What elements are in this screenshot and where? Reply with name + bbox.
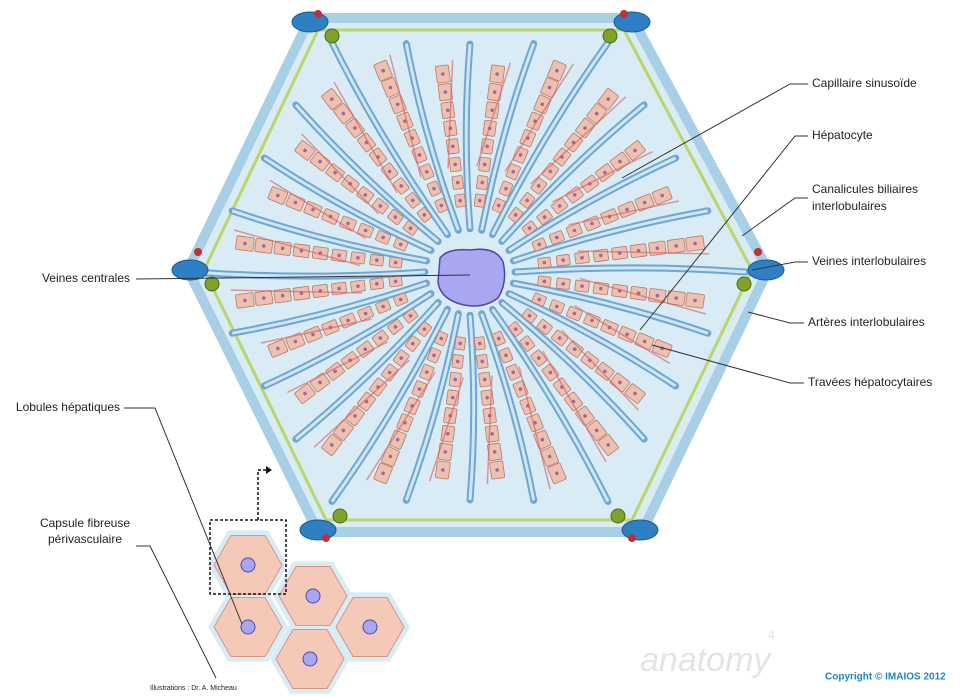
- hepatocyte: [474, 194, 485, 208]
- hepatocyte: [454, 337, 465, 351]
- hepatocyte: [449, 372, 462, 387]
- small-central-vein: [303, 652, 317, 666]
- page: {"labels": { "capillaire_sinusoide": "Ca…: [0, 0, 979, 696]
- label: Lobules hépatiques: [16, 400, 120, 414]
- hepatocyte: [575, 280, 590, 293]
- hepatocyte: [255, 290, 274, 305]
- diagram: Illustrations : Dr. A. Micheau anatomy 4…: [0, 0, 979, 696]
- brand-version: 4: [768, 628, 775, 642]
- credit: Illustrations : Dr. A. Micheau: [150, 685, 237, 692]
- hepatocyte: [441, 102, 455, 119]
- hepatocyte: [370, 278, 384, 290]
- bile-duct: [737, 277, 751, 291]
- copyright: Copyright © IMAIOS 2012: [825, 672, 946, 683]
- bile-duct: [205, 277, 219, 291]
- artery: [620, 10, 628, 18]
- portal-vein: [292, 12, 328, 32]
- hepatocyte: [389, 257, 403, 268]
- label: Veines centrales: [42, 271, 130, 285]
- hepatocyte: [490, 65, 505, 84]
- hepatocyte: [438, 443, 453, 461]
- hepatocyte: [476, 354, 488, 368]
- hepatocyte: [370, 254, 384, 266]
- hepatocyte: [235, 293, 254, 309]
- label: Veines interlobulaires: [812, 254, 926, 268]
- brand-watermark: anatomy: [640, 641, 772, 679]
- hepatocyte: [478, 157, 491, 172]
- small-central-vein: [306, 589, 320, 603]
- hepatocyte: [490, 461, 505, 480]
- label: Hépatocyte: [812, 128, 873, 142]
- hepatocyte: [685, 293, 704, 309]
- label: interlobulaires: [812, 199, 887, 213]
- leader-line: [136, 546, 216, 678]
- hepatocyte: [452, 354, 464, 368]
- portal-vein: [622, 520, 658, 540]
- zoom-arrow: [258, 470, 266, 520]
- label: Canalicules biliaires: [812, 182, 918, 196]
- hepatocyte: [667, 238, 686, 253]
- portal-vein: [614, 12, 650, 32]
- hepatocyte: [435, 65, 450, 84]
- bile-duct: [611, 509, 625, 523]
- label: Travées hépatocytaires: [808, 375, 932, 389]
- hepatocyte: [575, 252, 590, 265]
- liver-lobule: [172, 10, 784, 542]
- hepatocyte: [389, 276, 403, 287]
- small-central-vein: [241, 620, 255, 634]
- hepatocyte: [538, 257, 552, 268]
- artery: [322, 534, 330, 542]
- lobule-cluster: [208, 530, 410, 693]
- portal-vein: [172, 260, 208, 280]
- bile-duct: [333, 509, 347, 523]
- small-central-vein: [241, 558, 255, 572]
- hepatocyte: [452, 175, 464, 189]
- artery: [628, 534, 636, 542]
- hepatocyte: [630, 244, 647, 258]
- hepatocyte: [350, 252, 365, 265]
- hepatocyte: [435, 461, 450, 480]
- label: Capsule fibreuse: [40, 516, 130, 530]
- artery: [754, 248, 762, 256]
- hepatocyte: [235, 236, 254, 252]
- bile-duct: [603, 29, 617, 43]
- bile-duct: [325, 29, 339, 43]
- arrow-head: [266, 466, 272, 474]
- central-vein: [438, 249, 505, 306]
- hepatocyte: [474, 337, 485, 351]
- label: Artères interlobulaires: [808, 315, 925, 329]
- hepatocyte: [611, 246, 627, 260]
- hepatocyte: [312, 284, 328, 298]
- hepatocyte: [478, 372, 491, 387]
- hepatocyte: [476, 175, 488, 189]
- hepatocyte: [449, 157, 462, 172]
- hepatocyte: [350, 280, 365, 293]
- label: Capillaire sinusoïde: [812, 76, 917, 90]
- hepatocyte: [556, 254, 570, 266]
- hepatocyte: [556, 278, 570, 290]
- hepatocyte: [454, 194, 465, 208]
- hepatocyte: [293, 286, 310, 300]
- hepatocyte: [538, 276, 552, 287]
- hepatocyte: [487, 83, 502, 101]
- hepatocyte: [685, 236, 704, 252]
- hepatocyte: [485, 425, 499, 442]
- artery: [194, 248, 202, 256]
- artery: [314, 10, 322, 18]
- label: périvasculaire: [48, 532, 122, 546]
- leader-line: [748, 312, 804, 323]
- small-central-vein: [363, 620, 377, 634]
- portal-vein: [300, 520, 336, 540]
